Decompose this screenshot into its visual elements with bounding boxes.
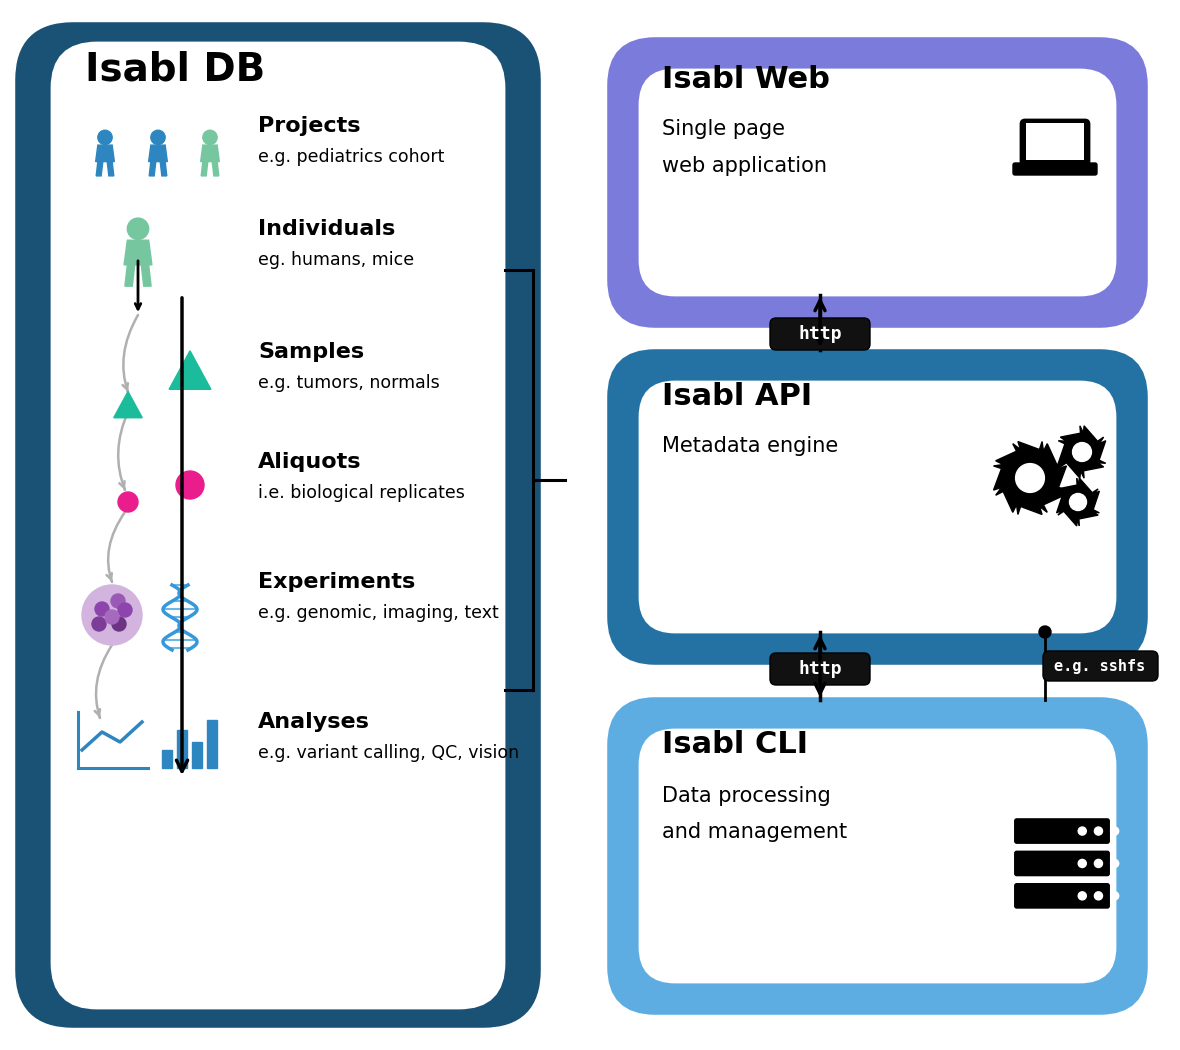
Polygon shape: [125, 265, 135, 287]
Circle shape: [1079, 859, 1087, 867]
Text: http: http: [798, 326, 841, 343]
Circle shape: [1040, 626, 1051, 638]
Polygon shape: [169, 351, 211, 390]
Circle shape: [118, 492, 138, 512]
FancyBboxPatch shape: [640, 70, 1115, 295]
FancyBboxPatch shape: [1043, 651, 1158, 681]
Circle shape: [1079, 891, 1087, 900]
Circle shape: [1110, 827, 1119, 835]
Text: Isabl CLI: Isabl CLI: [662, 730, 808, 759]
Polygon shape: [994, 442, 1067, 514]
Text: e.g. pediatrics cohort: e.g. pediatrics cohort: [258, 148, 445, 166]
Polygon shape: [202, 162, 208, 176]
Circle shape: [111, 594, 125, 608]
FancyBboxPatch shape: [1015, 852, 1109, 876]
Text: e.g. variant calling, QC, vision: e.g. variant calling, QC, vision: [258, 744, 519, 762]
Text: e.g. sshfs: e.g. sshfs: [1055, 658, 1146, 673]
Polygon shape: [124, 240, 152, 265]
Text: e.g. genomic, imaging, text: e.g. genomic, imaging, text: [258, 604, 499, 622]
Text: Aliquots: Aliquots: [258, 452, 361, 472]
Circle shape: [176, 471, 204, 499]
Circle shape: [1110, 859, 1119, 867]
Text: Projects: Projects: [258, 116, 361, 136]
Text: eg. humans, mice: eg. humans, mice: [258, 251, 414, 269]
Bar: [1025, 123, 1084, 160]
Circle shape: [105, 610, 119, 624]
Polygon shape: [113, 392, 143, 418]
FancyBboxPatch shape: [1015, 819, 1109, 843]
FancyBboxPatch shape: [771, 653, 870, 685]
Text: web application: web application: [662, 156, 827, 176]
Polygon shape: [160, 162, 166, 176]
Text: Isabl Web: Isabl Web: [662, 65, 830, 94]
Text: Individuals: Individuals: [258, 219, 395, 239]
Circle shape: [118, 603, 132, 617]
Polygon shape: [212, 162, 218, 176]
Text: Metadata engine: Metadata engine: [662, 436, 838, 456]
Circle shape: [98, 130, 112, 145]
FancyBboxPatch shape: [610, 352, 1145, 662]
Circle shape: [1069, 494, 1087, 510]
Circle shape: [1073, 442, 1092, 461]
Text: Data processing: Data processing: [662, 786, 831, 806]
Polygon shape: [96, 145, 114, 162]
Circle shape: [81, 585, 142, 645]
FancyBboxPatch shape: [610, 40, 1145, 326]
Polygon shape: [149, 145, 168, 162]
Text: Isabl DB: Isabl DB: [85, 50, 266, 88]
FancyBboxPatch shape: [52, 43, 504, 1008]
FancyBboxPatch shape: [18, 25, 538, 1025]
Circle shape: [1094, 891, 1102, 900]
Polygon shape: [97, 162, 103, 176]
Polygon shape: [107, 162, 113, 176]
Circle shape: [1110, 891, 1119, 900]
Polygon shape: [149, 162, 156, 176]
Bar: [192, 742, 202, 768]
Bar: [162, 750, 172, 768]
FancyBboxPatch shape: [1015, 884, 1109, 908]
FancyBboxPatch shape: [640, 382, 1115, 632]
Circle shape: [1094, 859, 1102, 867]
Text: Analyses: Analyses: [258, 712, 369, 732]
Circle shape: [203, 130, 217, 145]
FancyBboxPatch shape: [1012, 163, 1097, 175]
Circle shape: [151, 130, 165, 145]
Text: Samples: Samples: [258, 342, 365, 362]
Circle shape: [112, 617, 126, 631]
FancyBboxPatch shape: [610, 700, 1145, 1012]
Text: http: http: [798, 660, 841, 678]
Polygon shape: [142, 265, 151, 287]
Text: i.e. biological replicates: i.e. biological replicates: [258, 484, 465, 502]
Circle shape: [96, 602, 109, 616]
Text: Single page: Single page: [662, 119, 785, 139]
Bar: [206, 720, 217, 768]
FancyBboxPatch shape: [640, 730, 1115, 982]
Text: and management: and management: [662, 822, 847, 842]
FancyBboxPatch shape: [771, 318, 870, 350]
Circle shape: [1016, 464, 1044, 492]
Polygon shape: [1058, 426, 1106, 478]
Text: Isabl API: Isabl API: [662, 382, 812, 411]
Text: e.g. tumors, normals: e.g. tumors, normals: [258, 374, 440, 392]
FancyBboxPatch shape: [1021, 120, 1089, 165]
Polygon shape: [1056, 478, 1100, 526]
Polygon shape: [201, 145, 219, 162]
Circle shape: [92, 617, 106, 631]
Circle shape: [1094, 827, 1102, 835]
Text: Experiments: Experiments: [258, 572, 415, 592]
Circle shape: [127, 218, 149, 239]
Circle shape: [1079, 827, 1087, 835]
Bar: [177, 730, 186, 768]
